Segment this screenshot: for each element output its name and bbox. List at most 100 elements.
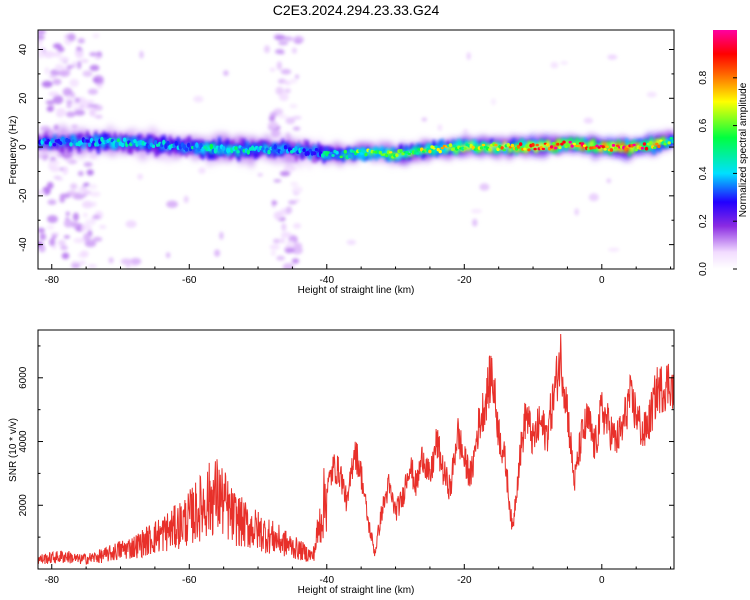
spectrogram-speckle	[77, 38, 85, 44]
spectrogram-ridge-cell	[221, 146, 226, 151]
spectrogram-y-label: Frequency (Hz)	[8, 116, 19, 185]
spectrogram-speckle	[52, 78, 62, 86]
spectrogram-ridge-cell	[496, 147, 500, 152]
spectrogram-speckle	[38, 227, 45, 233]
spectrogram-speckle	[437, 124, 443, 131]
spectrogram-ridge-cell	[669, 137, 673, 140]
spectrogram-speckle	[87, 88, 98, 95]
spectrogram-speckle	[82, 200, 93, 209]
spectrogram-ridge-cell	[195, 142, 199, 149]
spectrogram-speckle	[139, 50, 144, 59]
spectrogram-speckle	[286, 264, 293, 269]
spectrogram-ridge-cell	[335, 150, 339, 155]
spectrogram-frame	[37, 29, 675, 270]
spectrogram-ridge-cell	[85, 139, 90, 143]
spectrogram-speckle	[70, 183, 78, 190]
spectrogram-ridge-cell	[506, 143, 510, 147]
spectrogram-ridge-cell	[611, 143, 616, 147]
spectrogram-ridge-cell	[494, 143, 498, 147]
spectrogram-speckle	[75, 49, 84, 59]
spectrogram-speckle	[278, 40, 289, 46]
spectrogram-speckle	[491, 98, 496, 106]
spectrogram-ridge-cell	[234, 146, 238, 151]
spectrogram-speckle	[120, 258, 132, 265]
spectrogram-ridge-cell	[415, 152, 420, 155]
spectrogram-ridge-cell	[87, 142, 92, 147]
x-tick-label: 0	[599, 575, 605, 586]
spectrogram-speckle	[83, 162, 93, 167]
spectrogram-ridge-cell	[267, 149, 271, 155]
spectrogram-ridge-cell	[378, 150, 383, 155]
spectrogram-ridge-cell	[582, 144, 587, 147]
spectrogram-ridge-cell	[362, 150, 366, 154]
spectrogram-ridge-cell	[399, 149, 403, 153]
spectrogram-speckle	[89, 191, 101, 197]
spectrogram-speckle	[89, 108, 96, 117]
spectrogram-speckle	[277, 114, 288, 119]
spectrogram-ridge-cell	[603, 148, 607, 151]
spectrogram-speckle	[223, 70, 229, 76]
spectrogram-ridge-cell	[554, 146, 558, 150]
spectrogram-speckle	[52, 95, 64, 105]
spectrogram-ridge-cell	[541, 147, 546, 151]
spectrogram-ridge-cell	[461, 146, 465, 151]
spectrogram-ridge-cell	[488, 148, 492, 151]
spectrogram-speckle	[281, 223, 287, 232]
spectrogram-speckle	[74, 109, 86, 116]
spectrogram-ridge-cell	[153, 140, 158, 145]
spectrogram-speckle	[289, 103, 298, 109]
spectrogram-ridge-cell	[67, 139, 71, 143]
spectrogram-speckle	[66, 66, 72, 70]
spectrogram-speckle	[60, 245, 68, 251]
spectrogram-ridge-cell	[615, 144, 620, 147]
spectrogram-ridge-cell	[519, 142, 523, 147]
x-tick-label: 0	[599, 275, 605, 286]
spectrogram-speckle	[50, 51, 63, 58]
spectrogram-ridge-cell	[570, 144, 574, 148]
spectrogram-ridge-cell	[116, 138, 121, 143]
spectrogram-speckle	[97, 84, 103, 89]
spectrogram-speckle	[278, 92, 289, 102]
spectrogram-speckle	[65, 217, 70, 221]
spectrogram-ridge-cell	[655, 142, 659, 146]
spectrogram-speckle	[607, 247, 620, 252]
spectrogram-ridge-cell	[545, 143, 550, 147]
spectrogram-speckle	[65, 95, 73, 102]
spectrogram-speckle	[280, 231, 292, 238]
spectrogram-speckle	[285, 206, 293, 214]
spectrogram-ridge-cell	[601, 145, 605, 149]
spectrogram-speckle	[79, 104, 84, 109]
spectrogram-speckle	[48, 91, 59, 97]
y-tick-label: 6000	[18, 366, 29, 389]
spectrogram-ridge-cell	[549, 145, 554, 149]
spectrogram-speckle	[47, 199, 57, 205]
snr-frame	[37, 329, 675, 570]
spectrogram-speckle	[295, 74, 299, 79]
spectrogram-speckle	[560, 61, 569, 65]
spectrogram-ridge-cell	[133, 139, 137, 144]
spectrogram-ridge-cell	[162, 139, 166, 146]
spectrogram-speckle	[270, 250, 276, 256]
spectrogram-speckle	[81, 224, 86, 232]
spectrogram-ridge-cell	[440, 146, 444, 150]
spectrogram-speckle	[77, 60, 82, 70]
spectrogram-speckle	[38, 30, 46, 35]
spectrogram-ridge-cell	[525, 144, 529, 149]
spectrogram-speckle	[92, 236, 103, 242]
spectrogram-ridge-cell	[502, 148, 506, 152]
spectrogram-speckle	[291, 258, 300, 264]
spectrogram-speckle	[291, 47, 297, 54]
spectrogram-speckle	[646, 91, 657, 98]
spectrogram-speckle	[71, 261, 79, 265]
spectrogram-speckle	[88, 183, 98, 190]
x-tick-label: -80	[45, 575, 60, 586]
spectrogram-speckle	[479, 183, 490, 191]
spectrogram-speckle	[290, 181, 299, 187]
spectrogram-speckle	[56, 108, 67, 117]
spectrogram-speckle	[421, 117, 427, 122]
spectrogram-speckle	[42, 50, 55, 59]
spectrogram-ridge-cell	[339, 155, 343, 159]
spectrogram-ridge-cell	[523, 147, 527, 151]
spectrogram-ridge-cell	[331, 154, 335, 157]
spectrogram-speckle	[41, 80, 53, 88]
